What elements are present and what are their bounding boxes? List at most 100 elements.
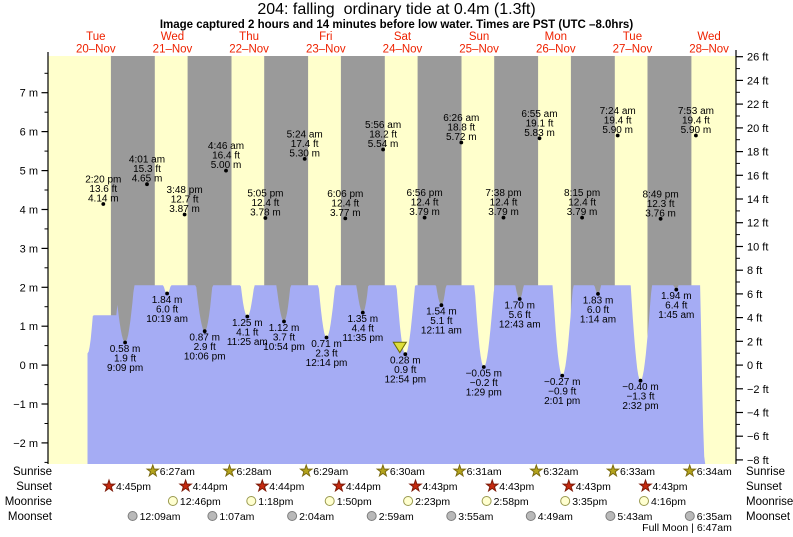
tide-event-label: 5:05 pm 12.4 ft 3.78 m [247, 189, 283, 219]
tide-event-dot [165, 291, 170, 296]
moonset-circle-icon [207, 511, 218, 521]
day-header: Sat 24–Nov [383, 31, 423, 56]
svg-text:16 ft: 16 ft [747, 170, 768, 182]
moonrise-time: 1:50pm [337, 496, 372, 508]
moonset-time: 5:43am [617, 511, 652, 523]
tide-event-label: 6:26 am 18.8 ft 5.72 m [443, 113, 479, 143]
day-header: Tue 20–Nov [76, 31, 116, 56]
svg-text:2 ft: 2 ft [747, 336, 762, 348]
tide-event-dot [422, 215, 427, 220]
water-area [87, 285, 706, 464]
tide-event-dot [263, 216, 268, 220]
tide-event-label: 3:48 pm 12.7 ft 3.87 m [167, 185, 203, 215]
sunset-time: 4:44pm [346, 481, 381, 493]
moonrise-time: 1:18pm [258, 496, 293, 508]
svg-text:7 m: 7 m [20, 88, 38, 100]
svg-text:−2 m: −2 m [13, 438, 38, 450]
moonset-circle-icon [684, 511, 695, 521]
sunrise-time: 6:34am [697, 466, 732, 478]
moonset-time: 6:35am [697, 511, 732, 523]
day-header: Tue 27–Nov [613, 31, 653, 56]
moonset-circle-icon [287, 511, 298, 521]
svg-text:12 ft: 12 ft [747, 218, 768, 230]
page-title: 204: falling ordinary tide at 0.4m (1.3f… [257, 1, 536, 18]
row-label-right-sunset: Sunset [746, 481, 783, 493]
tide-event-dot [517, 297, 522, 301]
row-label-left-sunset: Sunset [16, 481, 53, 493]
tide-event-dot [324, 335, 329, 340]
tide-event-dot [481, 365, 486, 369]
tide-event-dot [343, 216, 348, 221]
sunrise-time: 6:33am [620, 466, 655, 478]
tide-event-label: 1.25 m 4.1 ft 11:25 am [227, 318, 268, 348]
tide-event-dot [224, 168, 228, 173]
moonset-time: 3:55am [458, 511, 493, 523]
tide-event-label: −0.40 m −1.3 ft 2:32 pm [622, 382, 658, 412]
day-header: Wed 21–Nov [153, 31, 193, 56]
tide-event-dot [245, 314, 250, 319]
sunset-star-icon [638, 478, 653, 493]
svg-text:4 m: 4 m [20, 205, 38, 217]
sunset-time: 4:43pm [499, 481, 534, 493]
day-header: Wed 28–Nov [689, 31, 729, 56]
tide-event-dot [638, 378, 643, 383]
sunrise-star-icon [682, 463, 697, 478]
row-label-right-sunrise: Sunrise [746, 466, 785, 478]
tide-event-label: 4:01 am 15.3 ft 4.65 m [129, 155, 165, 185]
tide-event-label: 1.70 m 5.6 ft 12:43 am [499, 301, 541, 331]
sunrise-time: 6:29am [313, 466, 348, 478]
svg-text:24 ft: 24 ft [747, 75, 768, 87]
moonrise-time: 4:16pm [651, 496, 686, 508]
svg-text:0 m: 0 m [20, 360, 38, 372]
tide-event-dot [459, 140, 464, 145]
tide-event-dot [403, 352, 408, 357]
day-header: Sun 25–Nov [459, 31, 499, 56]
moonset-time: 2:59am [379, 511, 414, 523]
tide-event-label: 6:55 am 19.1 ft 5.83 m [521, 109, 557, 139]
tide-event-dot [302, 157, 307, 161]
tide-event-dot [360, 310, 365, 315]
moonrise-circle-icon [403, 496, 414, 506]
sunset-star-icon [561, 478, 576, 493]
page-subtitle: Image captured 2 hours and 14 minutes be… [159, 19, 634, 31]
tide-event-dot [580, 215, 584, 220]
sunset-star-icon [408, 478, 423, 493]
tide-event-label: 0.58 m 1.9 ft 9:09 pm [107, 344, 143, 374]
moonrise-circle-icon [167, 496, 178, 506]
moonrise-circle-icon [560, 496, 571, 506]
tide-event-label: 7:53 am 19.4 ft 5.90 m [678, 106, 714, 136]
sunrise-star-icon [299, 463, 314, 478]
moonrise-time: 2:58pm [494, 496, 529, 508]
moonrise-time: 12:46pm [180, 496, 221, 508]
tide-event-label: 1.35 m 4.4 ft 11:35 pm [342, 314, 383, 344]
tide-event-label: 8:49 pm 12.3 ft 3.76 m [643, 189, 679, 219]
row-label-right-moonset: Moonset [746, 511, 791, 523]
sunrise-time: 6:27am [160, 466, 195, 478]
sunset-time: 4:44pm [193, 481, 228, 493]
day-header: Thu 22–Nov [229, 31, 269, 56]
moonrise-time: 2:23pm [415, 496, 450, 508]
svg-text:4 ft: 4 ft [747, 313, 762, 325]
tide-event-label: 2:20 pm 13.6 ft 4.14 m [85, 175, 121, 205]
tide-event-dot [145, 182, 149, 187]
tide-event-dot [101, 202, 106, 206]
row-label-left-moonset: Moonset [8, 511, 53, 523]
sunset-time: 4:43pm [576, 481, 611, 493]
left-axis: 7 m 6 m 5 m 4 m 3 m 2 m 1 m 0 m −1 m −2 m [13, 52, 49, 464]
sunrise-time: 6:31am [467, 466, 502, 478]
sunset-star-icon [178, 478, 193, 493]
sunrise-star-icon [529, 463, 544, 478]
day-header: Mon 26–Nov [536, 31, 576, 56]
sunrise-star-icon [605, 463, 621, 478]
sunrise-time: 6:30am [390, 466, 425, 478]
svg-text:0 ft: 0 ft [747, 360, 762, 372]
sunset-star-icon [255, 478, 270, 493]
moonrise-time: 3:35pm [572, 496, 607, 508]
tide-event-label: 4:46 am 16.4 ft 5.00 m [208, 141, 244, 171]
tide-event-label: 1.12 m 3.7 ft 10:54 pm [263, 323, 305, 353]
moonset-time: 2:04am [299, 511, 334, 523]
svg-text:6 m: 6 m [20, 127, 38, 139]
tide-event-label: 7:24 am 19.4 ft 5.90 m [600, 106, 636, 136]
tide-event-dot [596, 292, 600, 296]
